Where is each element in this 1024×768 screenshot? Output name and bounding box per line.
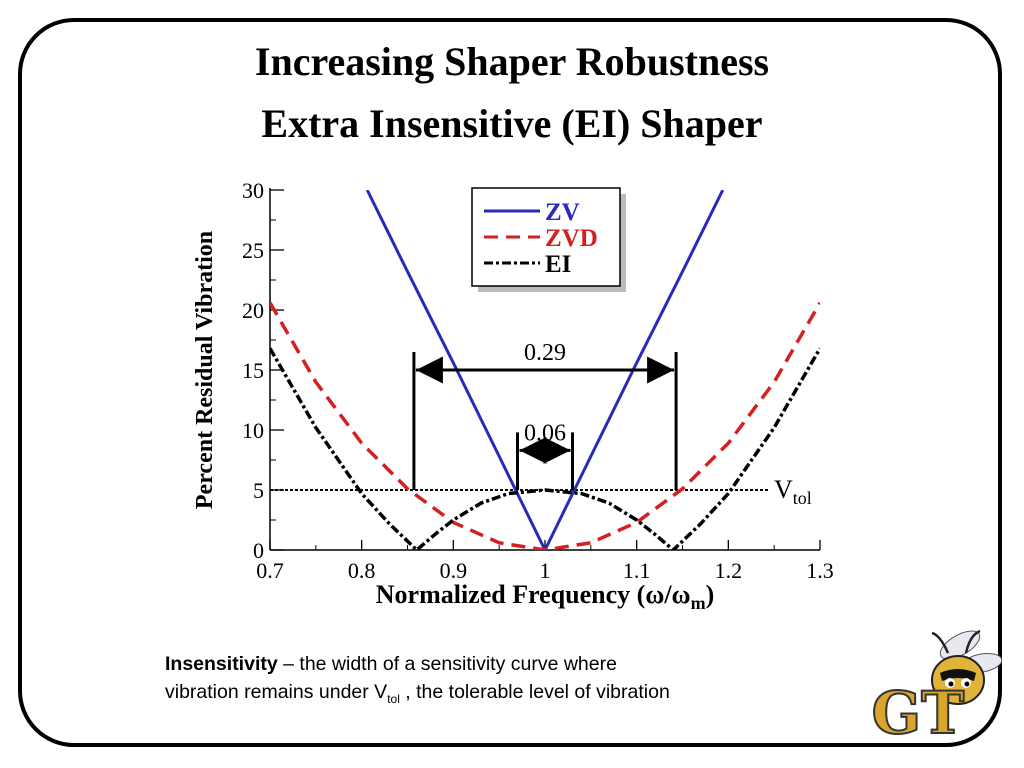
y-tick-label: 10	[242, 418, 264, 443]
vtol-label: Vtol	[774, 475, 812, 508]
x-tick-label: 0.7	[256, 558, 284, 583]
chart-ticks: 0.7 0.8 0.9 1 1.1 1.2 1.3 0 5 10 15 20 25 30	[242, 178, 834, 583]
caption: Insensitivity – the width of a sensitivi…	[165, 650, 865, 713]
x-tick-label: 1.3	[806, 558, 834, 583]
y-tick-label: 25	[242, 238, 264, 263]
series-line-ei	[270, 347, 820, 550]
x-tick-label: 0.9	[440, 558, 468, 583]
y-tick-label: 30	[242, 178, 264, 203]
slide-title-line2: Extra Insensitive (EI) Shaper	[261, 101, 763, 146]
legend-label-zv: ZV	[545, 199, 580, 226]
vtol-line-group: Vtol	[270, 475, 812, 508]
y-tick-label: 20	[242, 298, 264, 323]
caption-sub: tol	[387, 691, 400, 706]
legend-label-ei: EI	[545, 251, 571, 278]
x-axis-label: Normalized Frequency (ω/ωm)	[376, 580, 714, 613]
annotation-label: 0.29	[524, 340, 566, 366]
annotation-label: 0.06	[524, 420, 566, 446]
y-axis-label: Percent Residual Vibration	[192, 231, 218, 509]
caption-text1: – the width of a sensitivity curve where	[277, 653, 617, 675]
y-tick-label: 0	[253, 538, 264, 563]
x-tick-label: 0.8	[348, 558, 376, 583]
yellow-jacket-mascot-icon: GT	[871, 629, 1003, 745]
caption-term: Insensitivity	[165, 653, 278, 675]
slide-title-line1: Increasing Shaper Robustness	[254, 39, 770, 84]
x-tick-label: 1	[540, 558, 551, 583]
series-line-zv	[365, 190, 725, 550]
series-group	[270, 190, 820, 550]
caption-text3: , the tolerable level of vibration	[399, 681, 670, 703]
x-tick-label: 1.1	[623, 558, 651, 583]
legend-label-zvd: ZVD	[545, 225, 598, 252]
x-tick-label: 1.2	[715, 558, 743, 583]
series-line-zvd	[270, 301, 820, 550]
annotation-group: 0.29 0.06	[412, 340, 678, 490]
y-tick-label: 5	[253, 478, 264, 503]
caption-text2: vibration remains under V	[165, 681, 388, 703]
logo-text: GT	[872, 679, 965, 745]
y-tick-label: 15	[242, 358, 264, 383]
